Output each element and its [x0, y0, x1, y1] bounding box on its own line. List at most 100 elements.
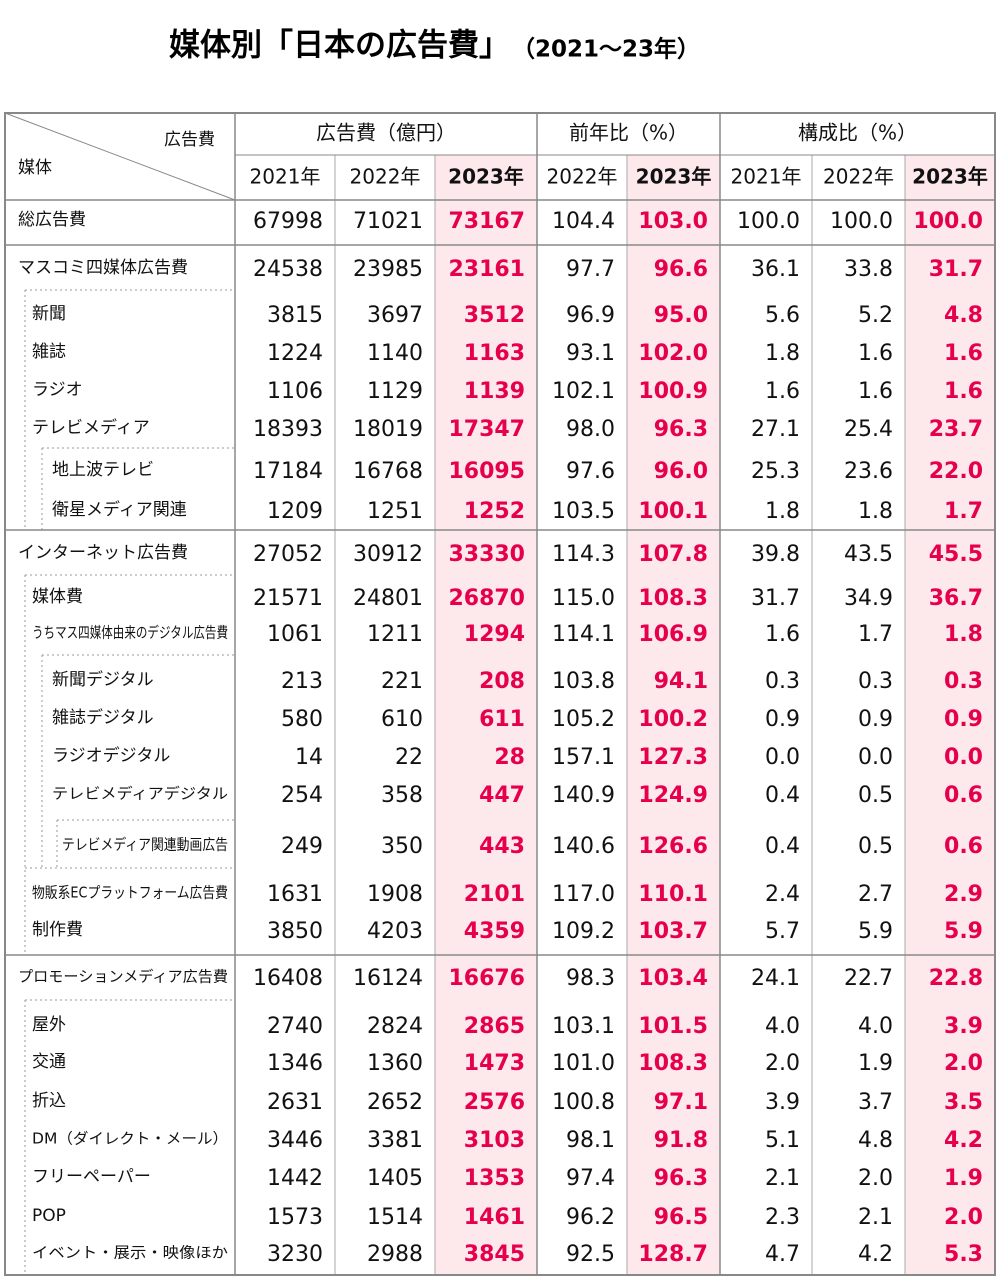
cell-value: 5.9	[944, 919, 983, 944]
cell-value: 108.3	[638, 1051, 708, 1076]
cell-value: 73167	[448, 209, 525, 234]
cell-value: 30912	[353, 542, 423, 567]
cell-value: 34.9	[844, 586, 893, 611]
cell-value: 2.1	[858, 1205, 893, 1230]
cell-value: 1224	[267, 341, 323, 366]
cell-value: 1251	[367, 499, 423, 524]
cell-value: 3230	[267, 1242, 323, 1267]
cell-value: 1.7	[858, 622, 893, 647]
cell-value: 97.6	[566, 459, 615, 484]
cell-value: 3446	[267, 1128, 323, 1153]
table-border	[4, 112, 996, 1276]
cell-value: 213	[281, 669, 323, 694]
cell-value: 140.6	[552, 834, 615, 859]
cell-value: 16768	[353, 459, 423, 484]
cell-value: 4359	[464, 919, 525, 944]
cell-value: 106.9	[638, 622, 708, 647]
row-label: プロモーションメディア広告費	[18, 968, 228, 986]
cell-value: 140.9	[552, 783, 615, 808]
cell-value: 71021	[353, 209, 423, 234]
cell-value: 17184	[253, 459, 323, 484]
row-label: 折込	[32, 1091, 66, 1111]
cell-value: 5.6	[765, 303, 800, 328]
cell-value: 2652	[367, 1090, 423, 1115]
year-header: 2021年	[731, 165, 802, 189]
cell-value: 1.6	[944, 379, 983, 404]
row-label: 新聞デジタル	[52, 669, 154, 690]
cell-value: 1.8	[944, 622, 983, 647]
row-label: イベント・展示・映像ほか	[32, 1244, 228, 1262]
cell-value: 1.6	[765, 379, 800, 404]
cell-value: 0.0	[858, 745, 893, 770]
cell-value: 4.0	[765, 1014, 800, 1039]
cell-value: 18019	[353, 417, 423, 442]
cell-value: 114.3	[552, 542, 615, 567]
cell-value: 1061	[267, 622, 323, 647]
cell-value: 26870	[448, 586, 525, 611]
cell-value: 1209	[267, 499, 323, 524]
row-label: 物販系ECプラットフォーム広告費	[32, 884, 228, 902]
year-header: 2021年	[250, 165, 321, 189]
cell-value: 157.1	[552, 745, 615, 770]
cell-value: 1405	[367, 1166, 423, 1191]
cell-value: 103.8	[552, 669, 615, 694]
row-label: 雑誌デジタル	[52, 707, 154, 728]
row-label: うちマス四媒体由来のデジタル広告費	[32, 624, 228, 642]
cell-value: 67998	[253, 209, 323, 234]
cell-value: 100.8	[552, 1090, 615, 1115]
cell-value: 1139	[464, 379, 525, 404]
cell-value: 1360	[367, 1051, 423, 1076]
cell-value: 1129	[367, 379, 423, 404]
cell-value: 94.1	[654, 669, 708, 694]
cell-value: 104.4	[552, 209, 615, 234]
cell-value: 1461	[464, 1205, 525, 1230]
row-label: POP	[32, 1206, 66, 1226]
cell-value: 23.7	[929, 417, 983, 442]
cell-value: 96.9	[566, 303, 615, 328]
cell-value: 101.5	[638, 1014, 708, 1039]
cell-value: 3850	[267, 919, 323, 944]
cell-value: 3381	[367, 1128, 423, 1153]
row-label: インターネット広告費	[18, 543, 188, 563]
cell-value: 0.0	[765, 745, 800, 770]
cell-value: 3.9	[944, 1014, 983, 1039]
cell-value: 18393	[253, 417, 323, 442]
row-label: 総広告費	[18, 210, 86, 230]
cell-value: 95.0	[654, 303, 708, 328]
corner-top: 広告費	[164, 130, 215, 150]
cell-value: 2101	[464, 882, 525, 907]
cell-value: 1.9	[858, 1051, 893, 1076]
cell-value: 107.8	[638, 542, 708, 567]
cell-value: 96.0	[654, 459, 708, 484]
cell-value: 1.6	[858, 341, 893, 366]
cell-value: 2631	[267, 1090, 323, 1115]
subtitle: （2021〜23年）	[512, 36, 700, 63]
cell-value: 98.3	[566, 966, 615, 991]
corner-bottom: 媒体	[18, 158, 52, 178]
cell-value: 23.6	[844, 459, 893, 484]
cell-value: 350	[381, 834, 423, 859]
cell-value: 1473	[464, 1051, 525, 1076]
cell-value: 100.9	[638, 379, 708, 404]
cell-value: 98.0	[566, 417, 615, 442]
cell-value: 96.6	[654, 257, 708, 282]
cell-value: 3845	[464, 1242, 525, 1267]
year-header: 2022年	[547, 165, 618, 189]
cell-value: 4203	[367, 919, 423, 944]
cell-value: 25.3	[751, 459, 800, 484]
cell-value: 28	[494, 745, 525, 770]
cell-value: 2.0	[944, 1051, 983, 1076]
row-label: テレビメディアデジタル	[52, 785, 228, 803]
cell-value: 4.2	[944, 1128, 983, 1153]
cell-value: 43.5	[844, 542, 893, 567]
cell-value: 0.3	[765, 669, 800, 694]
cell-value: 1346	[267, 1051, 323, 1076]
cell-value: 24538	[253, 257, 323, 282]
highlight-column	[627, 155, 720, 1275]
cell-value: 103.1	[552, 1014, 615, 1039]
cell-value: 4.7	[765, 1242, 800, 1267]
highlight-column	[435, 155, 537, 1275]
cell-value: 611	[479, 707, 525, 732]
cell-value: 580	[281, 707, 323, 732]
